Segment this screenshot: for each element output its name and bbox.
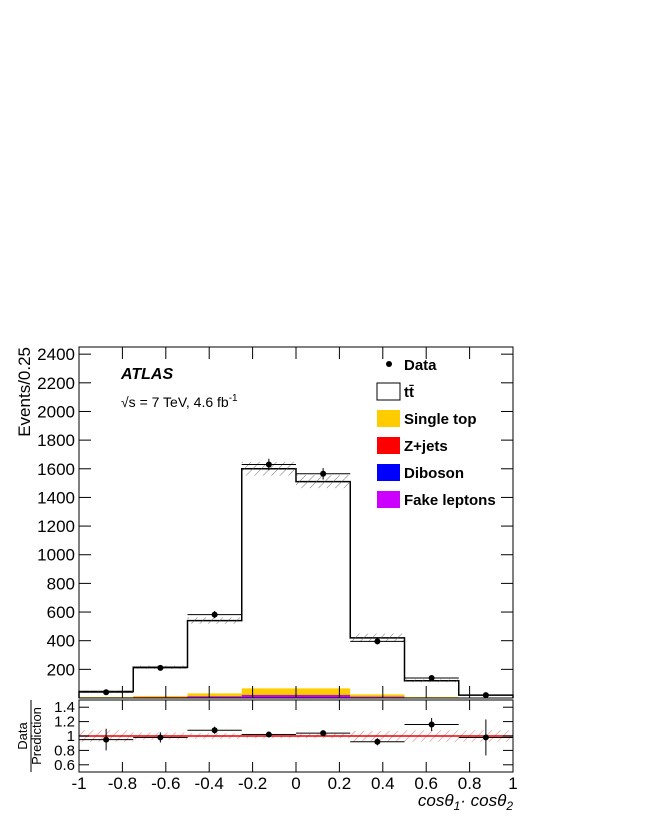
energy-sup: -1 (229, 393, 238, 404)
x-label-part: cosθ (418, 791, 454, 810)
y-tick-label: 2400 (37, 345, 75, 364)
ratio-point (320, 730, 327, 737)
stack-segment (133, 667, 188, 696)
uncertainty-band (296, 475, 351, 489)
stack-segment (350, 637, 405, 695)
stack-segment (404, 696, 459, 698)
x-tick-label: -1 (71, 774, 86, 793)
legend-label: Data (404, 357, 437, 374)
y-tick-label: 600 (47, 603, 75, 622)
ratio-y-tick-label: 0.8 (54, 742, 75, 759)
x-tick-label: 0.8 (458, 774, 482, 793)
x-tick-label: -0.2 (238, 774, 267, 793)
legend-label: Fake leptons (404, 492, 496, 509)
ratio-y-tick-label: 1.4 (54, 699, 75, 716)
y-tick-label: 1200 (37, 517, 75, 536)
x-label-sub: 1 (454, 799, 461, 813)
y-tick-label: 200 (47, 660, 75, 679)
stack-segment (296, 688, 351, 695)
uncertainty-band (187, 617, 242, 624)
stack-segment (241, 695, 296, 698)
stack-segment (296, 695, 351, 698)
ratio-point (265, 731, 272, 738)
stack-segment (404, 680, 459, 697)
stack-segment (241, 688, 296, 695)
energy-text: √s = 7 TeV, 4.6 fb (121, 394, 229, 410)
legend-label: Z+jets (404, 438, 448, 455)
x-tick-label: 0 (291, 774, 300, 793)
legend-label: Diboson (404, 465, 464, 482)
x-tick-label: 1 (508, 774, 517, 793)
ratio-point (482, 734, 489, 741)
x-tick-label: 0.6 (414, 774, 438, 793)
legend-swatch (377, 464, 400, 481)
legend-marker (386, 361, 392, 367)
stack-segment (133, 695, 188, 697)
ratio-point (428, 721, 435, 728)
x-label-sub: 2 (505, 799, 513, 813)
stack-segment (187, 693, 242, 697)
y-tick-label: 800 (47, 574, 75, 593)
data-point (265, 461, 272, 468)
energy-label: √s = 7 TeV, 4.6 fb-1 (121, 393, 238, 410)
legend-label: tt̄ (404, 384, 414, 401)
data-point (157, 664, 164, 671)
atlas-label: ATLAS (120, 366, 173, 383)
ratio-y-label: Prediction (29, 707, 44, 765)
y-tick-label: 2000 (37, 402, 75, 421)
ratio-point (157, 734, 164, 741)
data-point (103, 689, 110, 696)
stack-segment (241, 468, 296, 689)
uncertainty-band (350, 633, 405, 643)
y-tick-label: 1000 (37, 546, 75, 565)
x-tick-label: -0.6 (151, 774, 180, 793)
x-tick-label: -0.4 (195, 774, 224, 793)
stack-segment (296, 481, 351, 689)
ratio-y-label: Data (15, 722, 30, 750)
stack-segment (187, 696, 242, 698)
data-point (482, 692, 489, 699)
ratio-point (103, 736, 110, 743)
legend-swatch (377, 410, 400, 427)
ratio-y-tick-label: 0.6 (54, 757, 75, 774)
ratio-point (211, 727, 218, 734)
data-point (211, 611, 218, 618)
ratio-y-tick-label: 1.2 (54, 714, 75, 731)
legend-swatch (377, 437, 400, 454)
stack-segment (241, 694, 296, 696)
x-tick-label: 0.4 (371, 774, 395, 793)
stack-segment (187, 620, 242, 694)
stack-segment (296, 694, 351, 696)
legend-swatch (377, 491, 400, 508)
stack-segment (350, 694, 405, 697)
x-axis-label: cosθ1· cosθ2 (418, 791, 513, 813)
data-point (428, 674, 435, 681)
ratio-point (374, 738, 381, 745)
y-tick-label: 1600 (37, 460, 75, 479)
legend-label: Single top (404, 411, 477, 428)
x-tick-label: -0.8 (108, 774, 137, 793)
x-label-part: · cosθ (460, 791, 507, 810)
x-tick-label: 0.2 (328, 774, 352, 793)
ratio-y-tick-label: 1 (67, 728, 75, 745)
data-point (320, 470, 327, 477)
y-tick-label: 1800 (37, 431, 75, 450)
legend-swatch (376, 382, 401, 401)
y-axis-label: Events/0.25 (15, 347, 34, 437)
y-tick-label: 400 (47, 632, 75, 651)
y-tick-label: 1400 (37, 488, 75, 507)
data-point (374, 638, 381, 645)
y-tick-label: 2200 (37, 374, 75, 393)
